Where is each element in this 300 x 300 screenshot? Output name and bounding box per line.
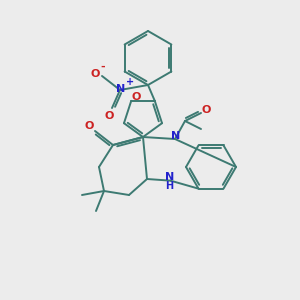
- Text: O: O: [104, 111, 114, 121]
- Text: O: O: [201, 105, 211, 115]
- Text: O: O: [132, 92, 141, 102]
- Text: N: N: [116, 84, 126, 94]
- Text: +: +: [126, 77, 134, 87]
- Text: N: N: [165, 172, 174, 182]
- Text: H: H: [165, 181, 174, 191]
- Text: O: O: [84, 121, 94, 131]
- Text: -: -: [101, 62, 105, 72]
- Text: O: O: [90, 69, 100, 79]
- Text: N: N: [171, 131, 181, 141]
